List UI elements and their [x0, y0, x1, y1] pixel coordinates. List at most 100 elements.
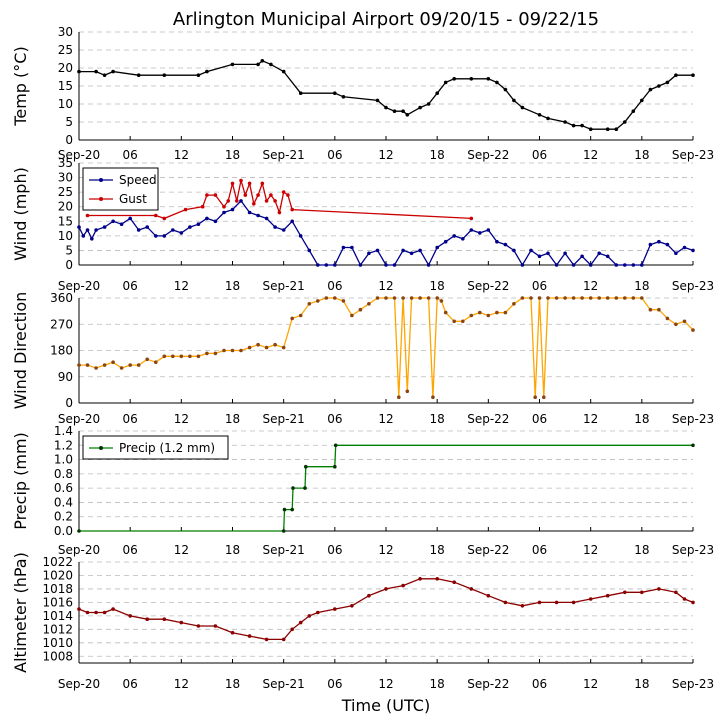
wind-xtick-label: 12: [174, 279, 189, 293]
wind-data-point: [367, 251, 371, 256]
direction-xtick-label: Sep-22: [467, 412, 509, 426]
wind-data-point: [503, 242, 508, 247]
precip-xtick-label: Sep-23: [672, 543, 714, 557]
wind-data-point: [154, 234, 158, 238]
direction-data-point: [443, 310, 448, 315]
temp-data-point: [563, 120, 567, 124]
altimeter-ytick-label: 1022: [42, 555, 73, 569]
wind-data-point: [571, 263, 576, 267]
precip-data-point: [333, 443, 338, 448]
temp-data-point: [665, 80, 670, 85]
temp-data-point: [657, 84, 661, 88]
direction-data-point: [188, 354, 192, 359]
wind-data-point: [239, 199, 243, 203]
altimeter-data-point: [486, 593, 491, 598]
altimeter-xtick-label: Sep-21: [263, 677, 305, 691]
altimeter-xtick-label: Sep-23: [672, 677, 714, 691]
altimeter-data-point: [520, 604, 525, 608]
precip-panel: 0.00.20.40.60.81.01.21.4 Sep-20 06 12 18 Sep-…: [11, 424, 714, 557]
wind-data-point: [81, 234, 86, 238]
altimeter-data-point: [537, 600, 542, 605]
direction-data-point: [247, 345, 252, 350]
temp-xtick-label: Sep-21: [263, 148, 305, 162]
wind-data-point: [375, 248, 380, 253]
wind-data-point: [469, 216, 474, 221]
wind-data-point: [102, 225, 107, 229]
wind-data-point: [281, 228, 286, 232]
direction-data-point: [571, 296, 576, 300]
altimeter-data-point: [571, 600, 576, 605]
wind-data-point: [136, 228, 141, 232]
precip-data-point: [77, 529, 81, 533]
figure-title: Arlington Municipal Airport 09/20/15 - 0…: [173, 9, 599, 30]
direction-xtick-label: 06: [532, 412, 547, 426]
direction-data-point: [179, 354, 184, 359]
temp-xtick-label: 06: [327, 148, 342, 162]
direction-ytick-label: 360: [50, 291, 73, 305]
temp-xtick-label: 18: [634, 148, 649, 162]
direction-data-point: [367, 302, 371, 306]
altimeter-data-point: [77, 607, 81, 611]
wind-data-point: [85, 213, 90, 218]
direction-ytick-label: 0: [65, 396, 73, 410]
direction-data-point: [230, 348, 235, 353]
wind-data-point: [546, 251, 550, 256]
temp-data-point: [375, 98, 380, 103]
wind-legend-label: Gust: [119, 192, 147, 206]
wind-data-point: [290, 219, 295, 224]
wind-data-point: [260, 181, 265, 186]
wind-ytick-label: 20: [58, 200, 73, 214]
wind-data-point: [162, 216, 167, 221]
temp-data-point: [512, 98, 516, 103]
wind-data-point: [252, 202, 256, 206]
direction-xtick-label: 06: [123, 412, 138, 426]
direction-data-point: [222, 348, 226, 353]
altimeter-data-point: [290, 627, 295, 632]
altimeter-data-point: [682, 597, 687, 601]
wind-data-point: [657, 239, 661, 244]
temp-data-point: [384, 105, 388, 110]
direction-ytick-label: 90: [58, 370, 73, 384]
direction-data-point: [418, 296, 422, 300]
altimeter-data-point: [367, 593, 371, 598]
temp-data-point: [640, 98, 644, 103]
direction-xtick-label: 12: [583, 412, 598, 426]
precip-xtick-label: Sep-20: [58, 543, 100, 557]
wind-data-point: [478, 231, 482, 235]
altimeter-data-point: [111, 607, 115, 611]
precip-legend-marker: [99, 446, 103, 450]
altimeter-data-point: [554, 600, 559, 605]
wind-data-point: [469, 228, 474, 232]
precip-data-point: [333, 464, 337, 469]
wind-ytick-label: 0: [65, 258, 73, 272]
wind-data-point: [452, 234, 457, 238]
wind-y-axis-title: Wind (mph): [11, 167, 30, 261]
temp-data-point: [94, 69, 98, 74]
direction-data-point: [205, 351, 209, 356]
wind-xtick-label: Sep-20: [58, 279, 100, 293]
altimeter-data-point: [145, 617, 149, 621]
wind-data-point: [316, 263, 320, 267]
direction-data-point: [605, 296, 610, 300]
temp-data-point: [631, 109, 636, 113]
direction-xtick-label: 18: [225, 412, 240, 426]
direction-data-point: [128, 363, 132, 367]
direction-data-point: [401, 296, 405, 300]
altimeter-data-point: [418, 577, 422, 581]
precip-ytick-label: 1.2: [54, 438, 73, 452]
temp-data-point: [405, 113, 410, 117]
temp-data-point: [435, 91, 440, 95]
temp-xtick-label: 12: [583, 148, 598, 162]
altimeter-xtick-label: 06: [532, 677, 547, 691]
wind-data-point: [691, 248, 695, 253]
temp-data-point: [452, 77, 457, 81]
wind-data-point: [90, 237, 94, 241]
temp-data-point: [205, 69, 209, 74]
temp-xtick-label: 12: [378, 148, 393, 162]
direction-data-point: [119, 366, 124, 370]
wind-data-point: [631, 263, 636, 267]
wind-data-point: [623, 263, 627, 267]
temp-xtick-label: 06: [123, 148, 138, 162]
precip-data-point: [290, 507, 295, 512]
